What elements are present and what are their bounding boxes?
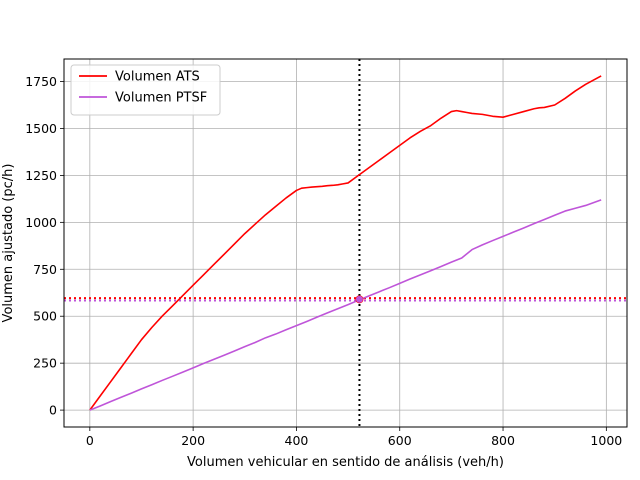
y-axis-label: Volumen ajustado (pc/h) <box>1 164 16 323</box>
x-tick-label: 800 <box>491 433 515 448</box>
y-tick-label: 500 <box>33 309 57 324</box>
x-tick-label: 200 <box>181 433 205 448</box>
y-tick-label: 1000 <box>25 215 57 230</box>
legend-box <box>70 64 221 116</box>
series-group <box>89 75 602 411</box>
legend-label-2: Volumen PTSF <box>115 91 207 106</box>
markers <box>355 295 364 304</box>
legend: Volumen ATS Volumen PTSF <box>70 64 221 116</box>
x-axis-label: Volumen vehicular en sentido de análisis… <box>187 455 504 470</box>
plot-frame <box>63 58 628 428</box>
grid <box>64 59 627 427</box>
y-axis-ticks: 0 250 500 750 1000 1250 1500 1750 <box>25 74 64 418</box>
x-tick-label: 400 <box>285 433 309 448</box>
series-line-1 <box>89 75 602 411</box>
x-tick-label: 600 <box>388 433 412 448</box>
y-tick-label: 750 <box>33 262 57 277</box>
reference-lines <box>64 59 627 427</box>
y-tick-label: 1250 <box>25 168 57 183</box>
y-tick-label: 1750 <box>25 74 57 89</box>
y-tick-label: 250 <box>33 356 57 371</box>
x-tick-label: 0 <box>86 433 94 448</box>
legend-label-1: Volumen ATS <box>115 70 200 85</box>
intersection-marker-ptsf <box>355 295 363 303</box>
x-tick-label: 1000 <box>590 433 622 448</box>
series-line-2 <box>89 199 602 411</box>
x-axis-ticks: 0 200 400 600 800 1000 <box>86 427 622 448</box>
y-tick-label: 1500 <box>25 121 57 136</box>
y-tick-label: 0 <box>49 403 57 418</box>
